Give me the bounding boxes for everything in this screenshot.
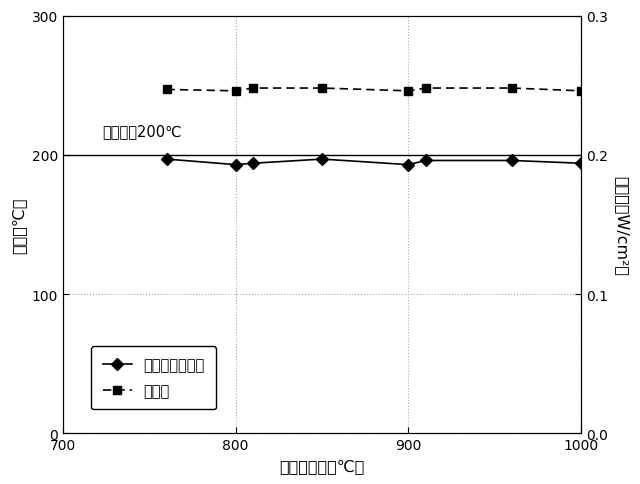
Text: 管理温度200℃: 管理温度200℃ — [102, 124, 182, 139]
Y-axis label: 温度（℃）: 温度（℃） — [11, 197, 26, 253]
Legend: 素子加熱面温度, 発電量: 素子加熱面温度, 発電量 — [91, 346, 216, 409]
X-axis label: スラブ温度（℃）: スラブ温度（℃） — [280, 458, 365, 473]
Y-axis label: 発電量（W/cm²）: 発電量（W/cm²） — [614, 175, 629, 275]
